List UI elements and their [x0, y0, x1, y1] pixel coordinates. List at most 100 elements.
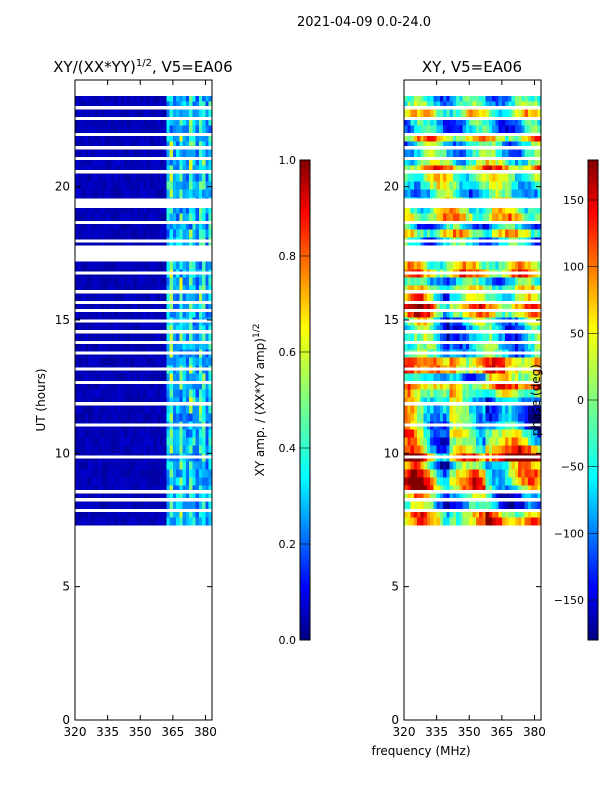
y-tick-label: 20 [384, 180, 399, 194]
heatmap-cell [449, 173, 454, 182]
heatmap-cell [524, 189, 529, 198]
heatmap-cell [143, 277, 148, 286]
heatmap-cell [534, 509, 539, 518]
heatmap-cell [159, 117, 164, 126]
heatmap-cell [475, 437, 480, 446]
heatmap-cell [485, 381, 490, 390]
heatmap-cell [195, 173, 200, 182]
heatmap-cell [531, 205, 535, 214]
heatmap-cell [407, 261, 411, 270]
heatmap-cell [192, 381, 197, 390]
heatmap-cell [123, 165, 128, 174]
heatmap-cell [505, 96, 509, 102]
heatmap-cell [531, 445, 535, 454]
heatmap-cell [195, 301, 200, 310]
heatmap-cell [75, 221, 79, 230]
heatmap-cell [120, 437, 125, 446]
heatmap-cell [472, 149, 477, 158]
heatmap-cell [198, 301, 203, 310]
heatmap-cell [81, 125, 86, 134]
heatmap-cell [404, 109, 408, 118]
heatmap-cell [404, 477, 408, 486]
heatmap-cell [159, 205, 164, 214]
heatmap-cell [110, 477, 115, 486]
heatmap-cell [469, 221, 473, 230]
heatmap-cell [150, 125, 154, 134]
heatmap-cell [107, 373, 112, 382]
heatmap-cell [439, 157, 444, 166]
heatmap-cell [130, 133, 135, 142]
heatmap-cell [179, 341, 184, 350]
heatmap-cell [104, 261, 109, 270]
heatmap-cell [485, 173, 490, 182]
heatmap-cell [205, 261, 210, 270]
heatmap-cell [488, 109, 493, 118]
heatmap-cell [501, 493, 506, 502]
heatmap-cell [172, 96, 177, 102]
heatmap-cell [205, 173, 210, 182]
heatmap-cell [505, 325, 509, 334]
heatmap-cell [534, 357, 539, 366]
heatmap-cell [433, 333, 438, 342]
heatmap-cell [114, 181, 118, 190]
heatmap-cell [420, 181, 424, 190]
heatmap-cell [404, 229, 408, 238]
heatmap-cell [140, 125, 144, 134]
heatmap-cell [449, 309, 454, 318]
data-gap [75, 308, 212, 312]
heatmap-cell [136, 461, 141, 470]
heatmap-cell [443, 429, 447, 438]
heatmap-cell [97, 477, 102, 486]
heatmap-cell [205, 477, 210, 486]
heatmap-cell [472, 157, 477, 166]
heatmap-cell [449, 181, 454, 190]
heatmap-cell [436, 397, 441, 406]
heatmap-cell [202, 469, 206, 478]
heatmap-cell [469, 461, 473, 470]
heatmap-cell [426, 485, 431, 494]
heatmap-cell [185, 405, 190, 414]
heatmap-cell [505, 229, 509, 238]
heatmap-cell [514, 517, 519, 526]
heatmap-cell [475, 301, 480, 310]
heatmap-cell [88, 205, 92, 214]
heatmap-cell [452, 389, 457, 398]
heatmap-cell [107, 501, 112, 510]
heatmap-cell [420, 333, 424, 342]
heatmap-cell [475, 333, 480, 342]
heatmap-cell [462, 469, 467, 478]
heatmap-cell [91, 389, 95, 398]
heatmap-cell [189, 509, 193, 518]
heatmap-cell [179, 96, 184, 102]
heatmap-cell [159, 221, 164, 230]
heatmap-cell [205, 149, 210, 158]
heatmap-cell [518, 485, 522, 494]
heatmap-cell [140, 509, 144, 518]
heatmap-cell [433, 285, 438, 294]
heatmap-cell [166, 181, 170, 190]
heatmap-cell [195, 157, 200, 166]
heatmap-cell [153, 189, 157, 198]
heatmap-cell [518, 101, 522, 110]
heatmap-cell [518, 373, 522, 382]
heatmap-cell [537, 221, 542, 230]
heatmap-cell [205, 125, 210, 134]
heatmap-cell [166, 205, 170, 214]
heatmap-cell [439, 325, 444, 334]
heatmap-cell [423, 189, 428, 198]
heatmap-cell [482, 301, 486, 310]
heatmap-cell [413, 125, 418, 134]
heatmap-cell [189, 413, 193, 422]
heatmap-cell [101, 429, 105, 438]
heatmap-cell [192, 261, 197, 270]
heatmap-cell [153, 341, 157, 350]
heatmap-cell [114, 437, 118, 446]
heatmap-cell [84, 165, 89, 174]
heatmap-cell [176, 437, 180, 446]
heatmap-cell [508, 133, 513, 142]
heatmap-cell [404, 509, 408, 518]
heatmap-cell [446, 493, 451, 502]
heatmap-cell [159, 405, 164, 414]
heatmap-cell [501, 357, 506, 366]
